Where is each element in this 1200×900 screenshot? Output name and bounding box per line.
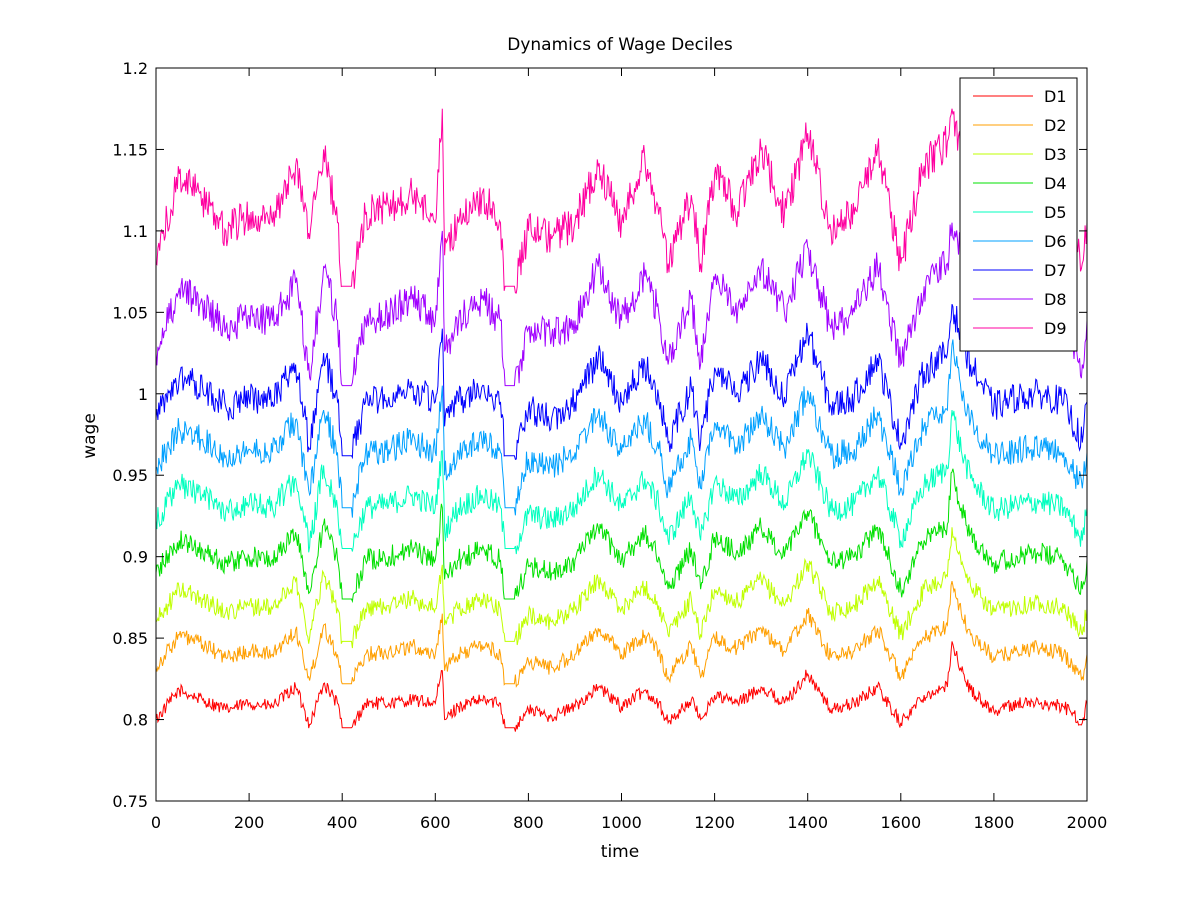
- x-tick-label: 2000: [1067, 813, 1108, 832]
- x-axis-label: time: [601, 842, 639, 862]
- series-lines: [155, 108, 1088, 732]
- chart-title: Dynamics of Wage Deciles: [507, 35, 733, 55]
- y-tick-label: 0.9: [123, 548, 148, 567]
- y-tick-label: 1.1: [123, 222, 148, 241]
- x-tick-label: 1400: [787, 813, 828, 832]
- x-tick-label: 1000: [601, 813, 642, 832]
- legend-label-d6: D6: [1044, 232, 1067, 251]
- x-tick-label: 1200: [694, 813, 735, 832]
- series-line-d8: [155, 222, 1088, 387]
- legend-box: [959, 77, 1078, 352]
- x-tick-label: 0: [151, 813, 161, 832]
- series-line-d5: [155, 410, 1088, 555]
- y-axis: 0.75 0.8 0.85 0.9 0.95 1 1.05 1.1 1.15 1.2: [112, 59, 1087, 811]
- legend-label-d2: D2: [1044, 116, 1067, 135]
- legend-label-d7: D7: [1044, 261, 1067, 280]
- series-line-d9: [155, 108, 1088, 294]
- y-axis-label: wage: [80, 413, 100, 459]
- y-tick-label: 1.2: [123, 59, 148, 78]
- legend-label-d9: D9: [1044, 319, 1067, 338]
- y-tick-label: 0.85: [112, 629, 148, 648]
- x-tick-label: 600: [420, 813, 451, 832]
- x-tick-label: 1800: [974, 813, 1015, 832]
- series-line-d4: [155, 468, 1088, 604]
- y-tick-label: 0.95: [112, 466, 148, 485]
- x-tick-label: 200: [234, 813, 265, 832]
- x-tick-label: 400: [327, 813, 358, 832]
- series-line-d2: [155, 580, 1088, 688]
- y-tick-label: 1.05: [112, 303, 148, 322]
- x-tick-label: 1600: [880, 813, 921, 832]
- y-tick-label: 0.75: [112, 792, 148, 811]
- legend-label-d3: D3: [1044, 145, 1067, 164]
- series-line-d1: [155, 641, 1088, 732]
- y-tick-label: 0.8: [123, 711, 148, 730]
- x-tick-label: 800: [513, 813, 544, 832]
- series-line-d6: [155, 339, 1088, 518]
- legend-label-d1: D1: [1044, 87, 1067, 106]
- y-tick-label: 1: [138, 385, 148, 404]
- series-line-d7: [155, 304, 1088, 460]
- legend-label-d4: D4: [1044, 174, 1067, 193]
- series-line-d3: [155, 527, 1088, 649]
- legend-label-d8: D8: [1044, 290, 1067, 309]
- legend-label-d5: D5: [1044, 203, 1067, 222]
- x-axis: 0 200 400 600 800 1000 1200 1400 1600 1800 2000: [151, 68, 1107, 832]
- y-tick-label: 1.15: [112, 140, 148, 159]
- legend: D1 D2 D3 D4 D5 D6 D7 D8 D9: [959, 77, 1078, 352]
